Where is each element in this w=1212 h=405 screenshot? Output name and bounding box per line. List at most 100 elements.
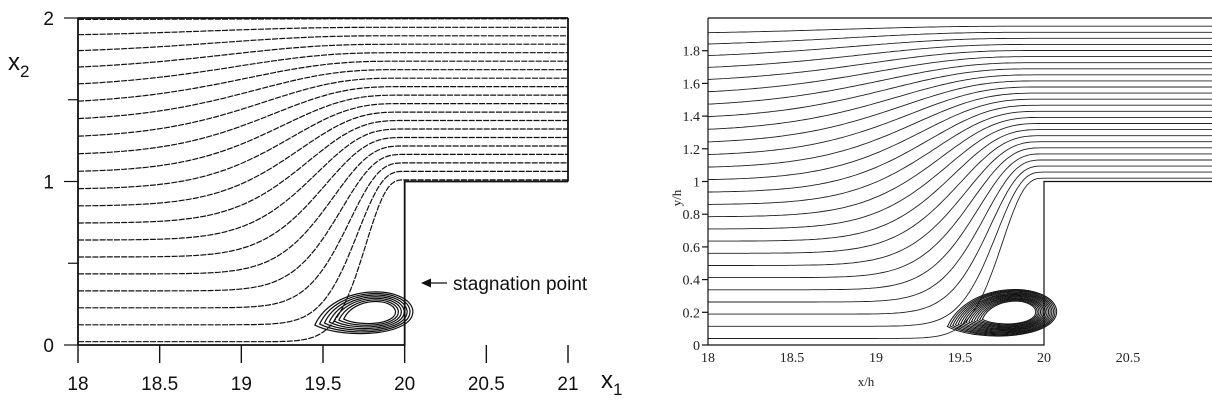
right-streamline bbox=[708, 110, 1212, 205]
left-bubble-loop bbox=[338, 299, 399, 326]
right-y-tick-label: 1.2 bbox=[683, 143, 701, 158]
right-x-tick-label: 20 bbox=[1037, 351, 1051, 366]
right-tick-marks bbox=[702, 50, 708, 346]
right-bubble-loop bbox=[954, 291, 1053, 334]
right-streamline bbox=[708, 116, 1212, 218]
right-streamline bbox=[707, 50, 1212, 80]
right-y-tick-labels: 0 0.2 0.4 0.6 0.8 1 1.2 1.4 1.6 1.8 bbox=[683, 45, 701, 354]
right-bubble-loop bbox=[981, 300, 1037, 325]
right-y-tick-label: 1.6 bbox=[683, 77, 701, 92]
annotation-text: stagnation point bbox=[453, 274, 588, 295]
right-streamline bbox=[708, 129, 1212, 242]
right-streamline bbox=[708, 123, 1212, 230]
right-streamline bbox=[707, 56, 1212, 93]
stagnation-annotation: stagnation point bbox=[421, 274, 588, 295]
left-streamline bbox=[78, 153, 568, 292]
right-streamline bbox=[707, 37, 1212, 57]
left-x-axis-label: x1 bbox=[601, 367, 622, 399]
right-x-tick-label: 20.5 bbox=[1116, 351, 1141, 366]
left-step-wall bbox=[78, 180, 568, 346]
right-chart: 18 18.5 19 19.5 20 20.5 0 0.2 0.4 0.6 0.8 1 1.2 1.4 1… bbox=[669, 17, 1212, 389]
right-streamline bbox=[707, 74, 1212, 130]
right-streamline bbox=[707, 98, 1212, 181]
right-step-wall bbox=[708, 180, 1212, 346]
left-streamline bbox=[78, 179, 568, 343]
left-streamline bbox=[77, 43, 568, 68]
right-streamline bbox=[707, 62, 1212, 105]
right-bubble-loop bbox=[952, 290, 1054, 335]
left-x-tick-label: 19.5 bbox=[305, 374, 342, 395]
left-bubble-loop bbox=[342, 300, 397, 325]
right-bubble-loop bbox=[962, 294, 1048, 331]
right-bubble-loop bbox=[957, 292, 1051, 333]
right-streamline bbox=[707, 92, 1212, 168]
right-streamline bbox=[707, 43, 1212, 68]
left-x-tick-labels: 18 18.5 19 19.5 20 20.5 21 bbox=[67, 374, 578, 395]
right-streamline bbox=[707, 86, 1212, 155]
right-streamline bbox=[708, 147, 1212, 279]
left-streamline bbox=[78, 170, 568, 326]
left-streamline bbox=[77, 35, 568, 52]
right-y-tick-label: 1.4 bbox=[683, 110, 701, 125]
left-streamline bbox=[77, 94, 568, 172]
left-x-tick-label: 20 bbox=[394, 374, 415, 395]
right-x-tick-labels: 18 18.5 19 19.5 20 20.5 bbox=[701, 351, 1140, 366]
left-y-tick-label: 1 bbox=[43, 173, 54, 194]
left-x-tick-label: 21 bbox=[557, 374, 578, 395]
left-axes-frame bbox=[77, 17, 569, 346]
left-x-tick-label: 19 bbox=[231, 374, 252, 395]
right-streamline bbox=[708, 135, 1212, 254]
right-bubble-loop bbox=[978, 299, 1038, 326]
right-y-axis-label: y/h bbox=[669, 189, 684, 206]
left-streamline bbox=[78, 128, 568, 241]
left-streamline bbox=[78, 162, 568, 309]
right-recirculation-bubble bbox=[946, 289, 1058, 337]
right-y-tick-label: 1 bbox=[693, 176, 700, 191]
right-streamline bbox=[707, 31, 1212, 45]
left-streamlines bbox=[77, 18, 568, 343]
right-x-axis-label: x/h bbox=[858, 374, 875, 389]
right-bubble-loop bbox=[976, 299, 1040, 327]
right-y-tick-label: 0.4 bbox=[683, 274, 701, 289]
right-y-tick-label: 0.8 bbox=[683, 208, 701, 223]
left-streamline bbox=[78, 145, 568, 275]
left-y-axis-label: x2 bbox=[8, 49, 29, 81]
left-chart: 18 18.5 19 19.5 20 20.5 21 0 1 2 x2 x1 stagnatio… bbox=[8, 9, 622, 399]
left-recirculation-bubble bbox=[314, 291, 414, 335]
right-streamline bbox=[708, 104, 1212, 193]
right-y-tick-label: 1.8 bbox=[683, 45, 701, 60]
left-tick-marks bbox=[64, 17, 569, 363]
left-bubble-loop bbox=[333, 297, 402, 328]
right-streamline bbox=[707, 80, 1212, 143]
right-streamline bbox=[707, 68, 1212, 118]
right-x-tick-label: 18 bbox=[701, 351, 715, 366]
right-streamline bbox=[707, 25, 1212, 34]
left-bubble-loop bbox=[318, 293, 411, 333]
right-bubble-loop bbox=[973, 298, 1042, 328]
right-x-tick-label: 19.5 bbox=[948, 351, 973, 366]
right-y-tick-label: 0.6 bbox=[683, 241, 701, 256]
left-y-tick-label: 0 bbox=[43, 336, 54, 357]
left-streamline bbox=[77, 111, 568, 207]
left-streamline bbox=[77, 86, 568, 155]
left-x-tick-label: 18 bbox=[67, 374, 88, 395]
right-streamline bbox=[708, 141, 1212, 266]
left-streamline bbox=[78, 103, 568, 190]
left-streamline bbox=[77, 69, 568, 120]
left-streamline bbox=[78, 119, 568, 224]
left-y-tick-labels: 0 1 2 bbox=[43, 9, 54, 357]
right-axes-frame bbox=[707, 17, 1212, 346]
left-streamline bbox=[78, 136, 568, 258]
left-bubble-loop bbox=[323, 294, 408, 331]
left-streamline bbox=[77, 60, 568, 102]
left-streamline bbox=[78, 26, 568, 36]
right-bubble-loop bbox=[946, 289, 1058, 337]
right-streamline bbox=[708, 165, 1212, 315]
right-y-tick-label: 0.2 bbox=[683, 306, 701, 321]
right-bubble-loop bbox=[960, 293, 1050, 332]
right-y-tick-label: 0 bbox=[693, 339, 700, 354]
left-bubble-loop bbox=[314, 291, 414, 335]
right-x-tick-label: 19 bbox=[869, 351, 883, 366]
right-streamline bbox=[708, 153, 1212, 291]
